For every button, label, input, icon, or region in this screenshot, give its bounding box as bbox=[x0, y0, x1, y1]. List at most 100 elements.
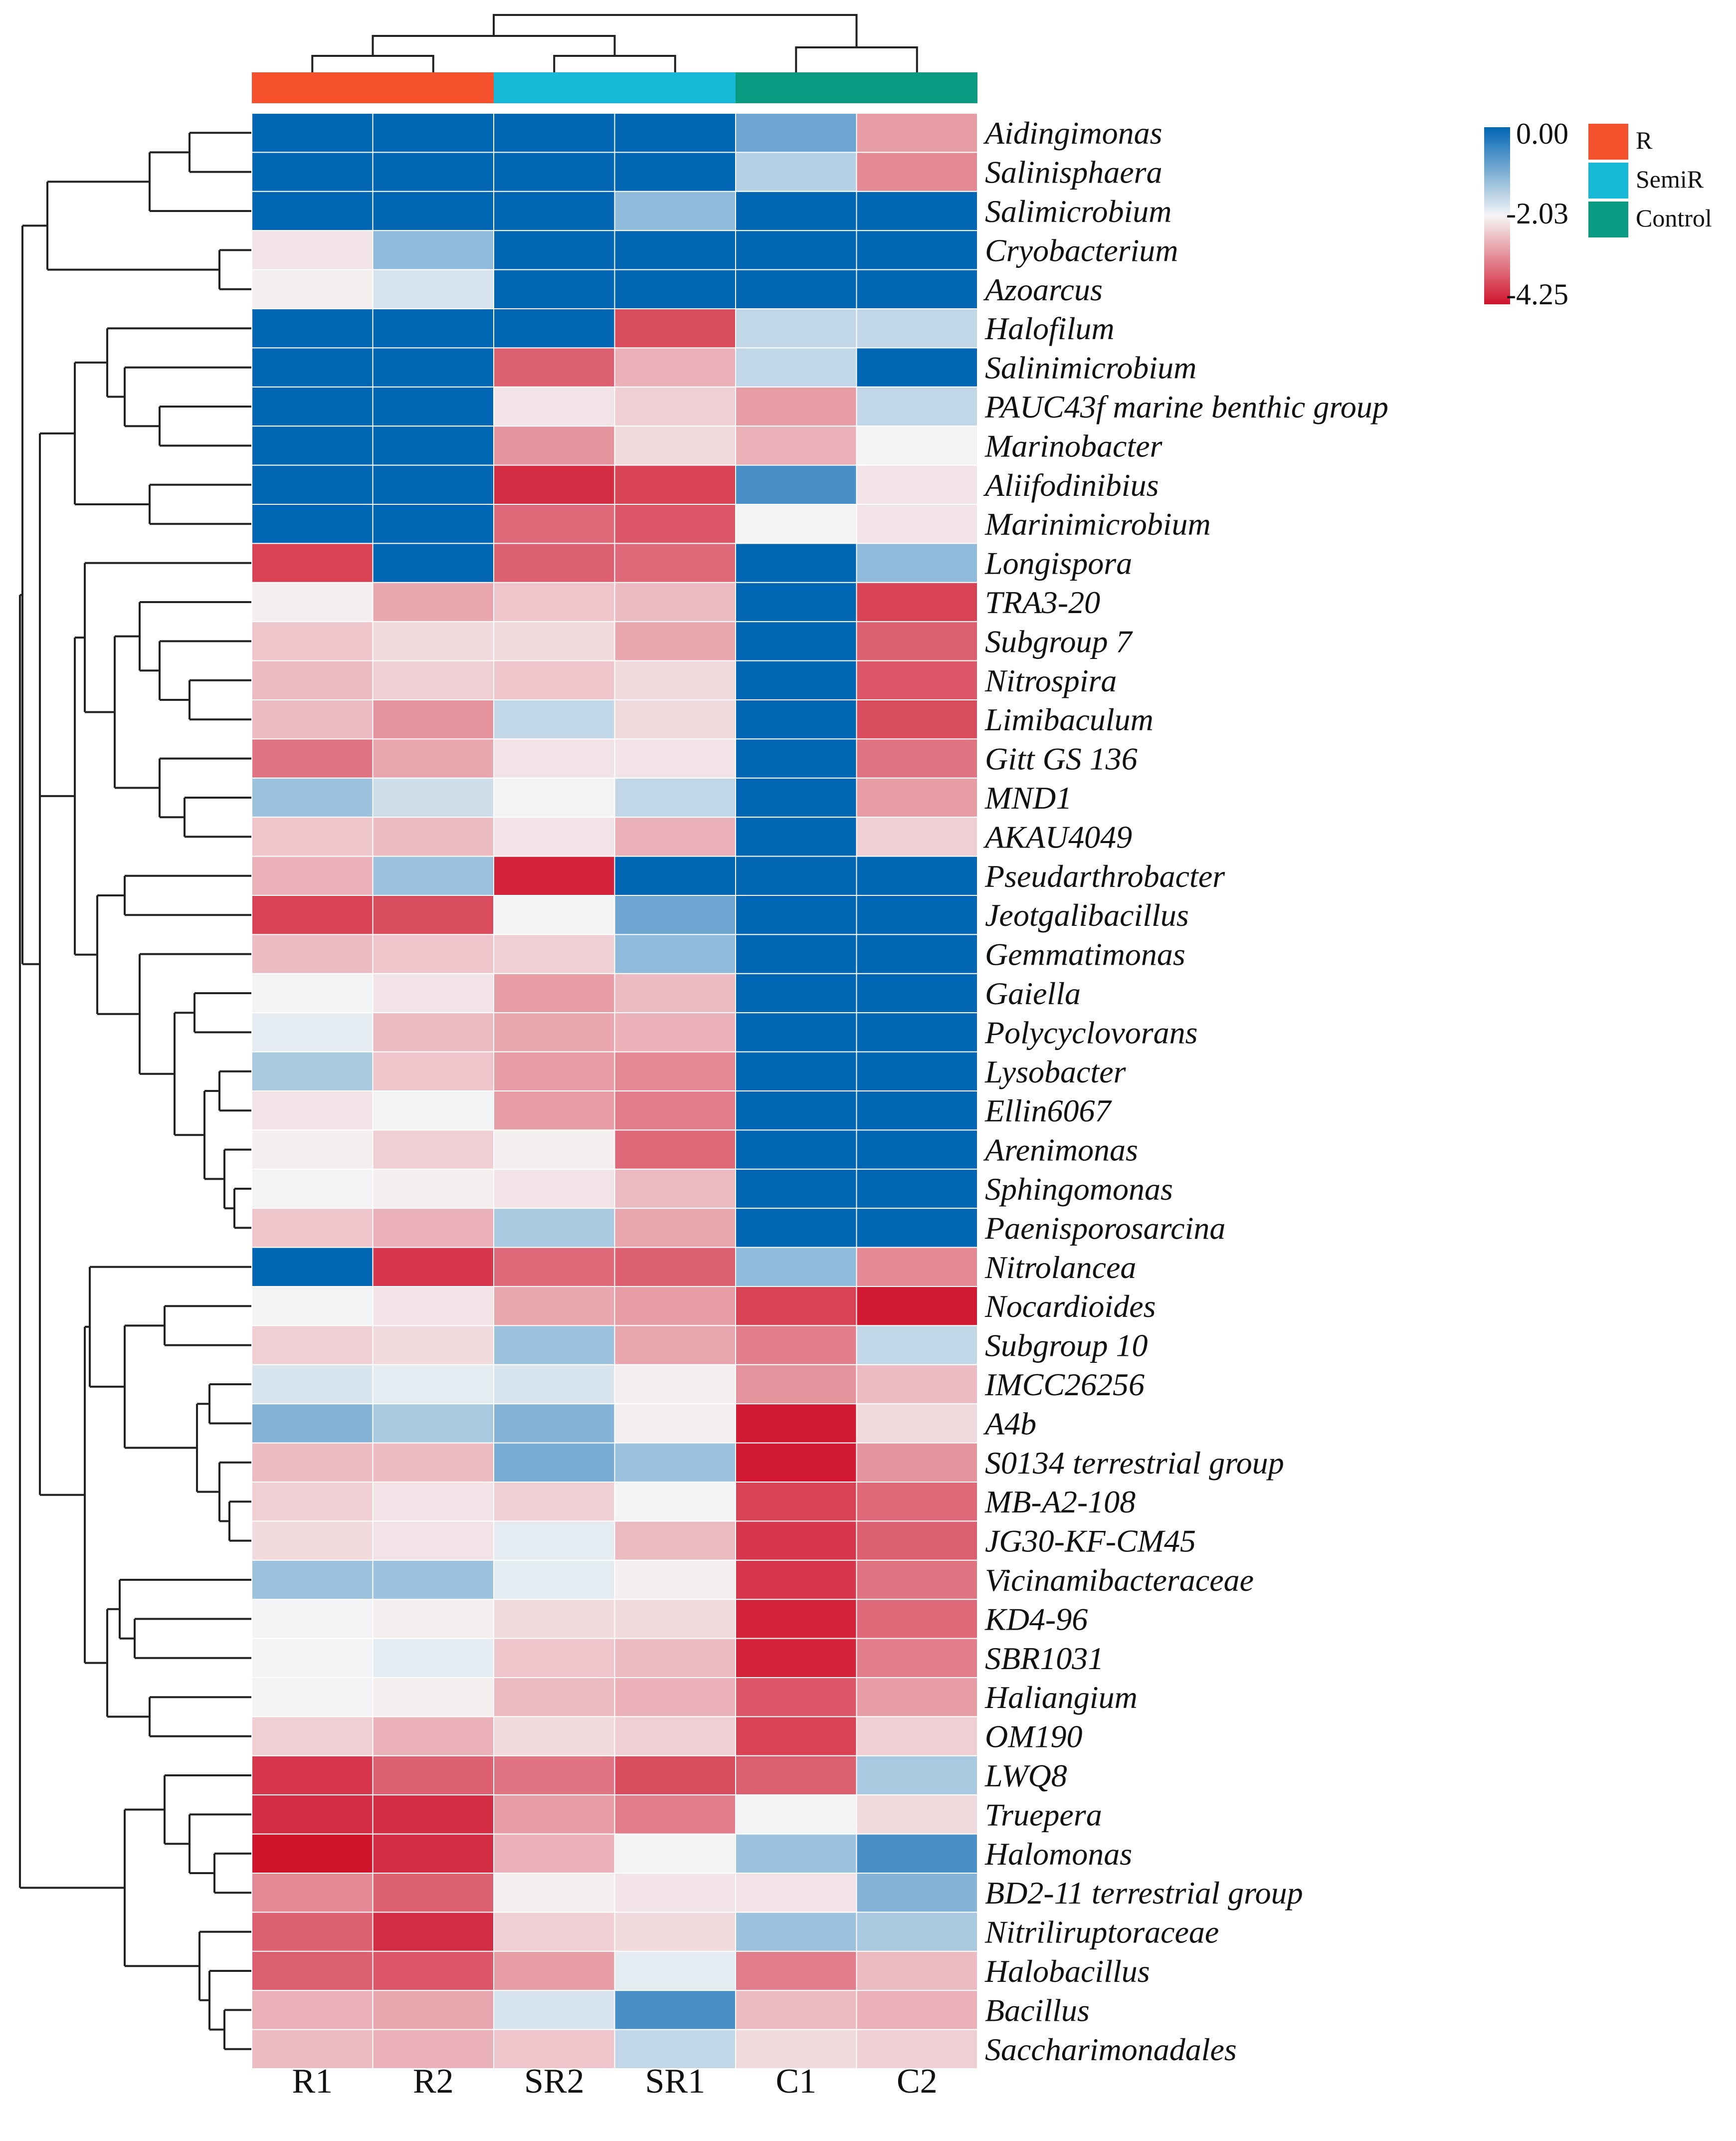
heatmap-cell-lwq8-sr2 bbox=[493, 1755, 615, 1796]
heatmap-cell-mnd1-sr2 bbox=[493, 777, 615, 818]
row-label-arenimonas: Arenimonas bbox=[983, 1132, 1138, 1168]
heatmap-cell-haliangium-c1 bbox=[735, 1677, 857, 1717]
heatmap-cell-imcc26256-sr1 bbox=[614, 1364, 736, 1405]
heatmap-cell-pseudarthrobacter-sr1 bbox=[614, 856, 736, 896]
column-dendrogram-link bbox=[311, 55, 434, 72]
heatmap-cell-pseudarthrobacter-r2 bbox=[372, 856, 494, 896]
heatmap-cell-halofilum-r2 bbox=[372, 308, 494, 349]
heatmap-cell-subgroup-10-sr1 bbox=[614, 1325, 736, 1365]
heatmap-cell-bacillus-c2 bbox=[856, 1990, 978, 2030]
heatmap-cell-halofilum-r1 bbox=[251, 308, 374, 349]
column-dendrogram-link bbox=[795, 46, 918, 72]
heatmap-cell-om190-c1 bbox=[735, 1716, 857, 1756]
heatmap-cell-cryobacterium-r2 bbox=[372, 230, 494, 270]
row-label-nitriliruptoraceae: Nitriliruptoraceae bbox=[984, 1915, 1219, 1950]
heatmap-cell-paenisporosarcina-c2 bbox=[856, 1208, 978, 1248]
heatmap-cell-nitriliruptoraceae-r2 bbox=[372, 1912, 494, 1952]
heatmap-cell-halomonas-c2 bbox=[856, 1833, 978, 1874]
row-label-aidingimonas: Aidingimonas bbox=[983, 115, 1162, 151]
heatmap-cell-jg30-kf-cm45-sr2 bbox=[493, 1520, 615, 1561]
heatmap-cell-gitt-gs-136-r1 bbox=[251, 738, 374, 779]
heatmap-cell-salinisphaera-r1 bbox=[251, 152, 374, 192]
heatmap-cell-aliifodinibius-c1 bbox=[735, 464, 857, 505]
heatmap-cell-limibaculum-c1 bbox=[735, 699, 857, 740]
heatmap-cell-subgroup-7-sr1 bbox=[614, 621, 736, 661]
heatmap-cell-gaiella-sr1 bbox=[614, 973, 736, 1014]
heatmap-cell-imcc26256-r1 bbox=[251, 1364, 374, 1405]
heatmap-cell-longispora-r1 bbox=[251, 543, 374, 583]
heatmap-cell-aidingimonas-r2 bbox=[372, 113, 494, 153]
heatmap-cell-tra3-20-sr1 bbox=[614, 582, 736, 623]
heatmap-cell-halobacillus-c1 bbox=[735, 1950, 857, 1991]
heatmap-cell-paenisporosarcina-r2 bbox=[372, 1208, 494, 1248]
heatmap-cell-sphingomonas-sr1 bbox=[614, 1168, 736, 1209]
heatmap-cell-azoarcus-c2 bbox=[856, 269, 978, 309]
heatmap-cell-nitriliruptoraceae-c2 bbox=[856, 1912, 978, 1952]
row-label-salimicrobium: Salimicrobium bbox=[985, 194, 1172, 229]
row-label-mb-a2-108: MB-A2-108 bbox=[984, 1484, 1136, 1519]
heatmap-cell-subgroup-7-r2 bbox=[372, 621, 494, 661]
heatmap-cell-subgroup-7-sr2 bbox=[493, 621, 615, 661]
heatmap-cell-cryobacterium-r1 bbox=[251, 230, 374, 270]
column-label-r1: R1 bbox=[292, 2062, 333, 2101]
column-label-sr1: SR1 bbox=[645, 2062, 705, 2101]
row-dendrogram bbox=[19, 132, 252, 2050]
heatmap-cell-nitrospira-c1 bbox=[735, 660, 857, 700]
heatmap-cell-jeotgalibacillus-c2 bbox=[856, 895, 978, 935]
heatmap-cell-akau4049-c1 bbox=[735, 817, 857, 857]
heatmap-cell-akau4049-c2 bbox=[856, 817, 978, 857]
heatmap-cell-subgroup-10-r2 bbox=[372, 1325, 494, 1365]
heatmap-cell-sbr1031-sr2 bbox=[493, 1638, 615, 1679]
heatmap-cell-pauc43f-marine-benthic-group-c1 bbox=[735, 386, 857, 427]
heatmap-cell-kd4-96-sr1 bbox=[614, 1599, 736, 1639]
heatmap-cell-bd2-11-terrestrial-group-c1 bbox=[735, 1873, 857, 1913]
heatmap-cell-mnd1-c2 bbox=[856, 777, 978, 818]
heatmap-cell-limibaculum-sr1 bbox=[614, 699, 736, 740]
heatmap-cell-sbr1031-c1 bbox=[735, 1638, 857, 1679]
heatmap-cell-lysobacter-r1 bbox=[251, 1051, 374, 1092]
row-label-lwq8: LWQ8 bbox=[984, 1758, 1067, 1793]
row-label-subgroup-10: Subgroup 10 bbox=[985, 1328, 1148, 1363]
heatmap-cell-a4b-r1 bbox=[251, 1403, 374, 1444]
heatmap-cell-sbr1031-r2 bbox=[372, 1638, 494, 1679]
heatmap-cell-ellin6067-r1 bbox=[251, 1090, 374, 1131]
heatmap-cell-jg30-kf-cm45-r1 bbox=[251, 1520, 374, 1561]
row-label-kd4-96: KD4-96 bbox=[984, 1601, 1088, 1637]
heatmap-cell-aliifodinibius-r2 bbox=[372, 464, 494, 505]
heatmap-cell-aliifodinibius-sr1 bbox=[614, 464, 736, 505]
heatmap-cell-arenimonas-sr2 bbox=[493, 1129, 615, 1170]
heatmap-cell-saccharimonadales-c1 bbox=[735, 2029, 857, 2070]
heatmap-cell-azoarcus-sr1 bbox=[614, 269, 736, 309]
heatmap-cell-gaiella-c1 bbox=[735, 973, 857, 1014]
heatmap-cell-kd4-96-r2 bbox=[372, 1599, 494, 1639]
heatmap-cell-marinimicrobium-c2 bbox=[856, 504, 978, 544]
heatmap-cell-s0134-terrestrial-group-r2 bbox=[372, 1442, 494, 1483]
heatmap-cell-gemmatimonas-c2 bbox=[856, 934, 978, 974]
heatmap-cell-nitriliruptoraceae-r1 bbox=[251, 1912, 374, 1952]
heatmap-cell-lwq8-sr1 bbox=[614, 1755, 736, 1796]
heatmap-cell-polycyclovorans-c1 bbox=[735, 1012, 857, 1053]
row-label-vicinamibacteraceae: Vicinamibacteraceae bbox=[985, 1562, 1254, 1598]
heatmap-cell-marinobacter-r2 bbox=[372, 426, 494, 466]
heatmap-cell-salinisphaera-r2 bbox=[372, 152, 494, 192]
heatmap-cell-aidingimonas-sr1 bbox=[614, 113, 736, 153]
heatmap-cell-s0134-terrestrial-group-c1 bbox=[735, 1442, 857, 1483]
heatmap-cell-nitrolancea-c2 bbox=[856, 1247, 978, 1287]
heatmap-cell-arenimonas-c1 bbox=[735, 1129, 857, 1170]
heatmap-cell-bd2-11-terrestrial-group-r1 bbox=[251, 1873, 374, 1913]
column-label-c2: C2 bbox=[897, 2062, 938, 2101]
heatmap-cell-limibaculum-r1 bbox=[251, 699, 374, 740]
heatmap-cell-bacillus-c1 bbox=[735, 1990, 857, 2030]
row-label-nitrolancea: Nitrolancea bbox=[984, 1250, 1136, 1285]
heatmap-cell-gaiella-sr2 bbox=[493, 973, 615, 1014]
heatmap-cell-om190-r1 bbox=[251, 1716, 374, 1756]
heatmap-cell-gemmatimonas-r1 bbox=[251, 934, 374, 974]
row-label-salinimicrobium: Salinimicrobium bbox=[985, 350, 1196, 386]
row-label-mnd1: MND1 bbox=[984, 780, 1072, 816]
heatmap-cell-tra3-20-r1 bbox=[251, 582, 374, 623]
heatmap-cell-kd4-96-r1 bbox=[251, 1599, 374, 1639]
heatmap-cell-paenisporosarcina-sr2 bbox=[493, 1208, 615, 1248]
heatmap-cell-sphingomonas-r2 bbox=[372, 1168, 494, 1209]
heatmap-cell-ellin6067-r2 bbox=[372, 1090, 494, 1131]
row-label-imcc26256: IMCC26256 bbox=[984, 1367, 1145, 1402]
